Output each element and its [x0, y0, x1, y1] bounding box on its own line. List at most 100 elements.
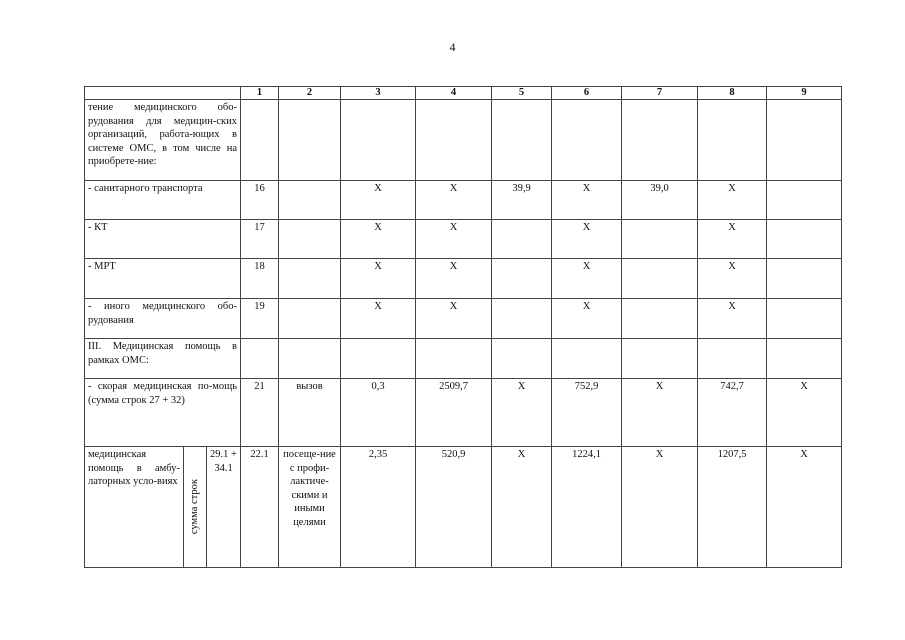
table-cell: 0,3: [340, 378, 416, 447]
table-cell: [697, 99, 767, 181]
table-cell: вызов: [278, 378, 341, 447]
table-cell: [340, 99, 416, 181]
table-cell: [491, 338, 552, 379]
row-label: - иного медицинского обо-рудования: [84, 298, 241, 339]
row-label: - санитарного транспорта: [84, 180, 241, 220]
table-cell: 17: [240, 219, 279, 259]
table-cell: посеще-ние с профи-лактиче-скими и иными…: [278, 446, 341, 568]
table-cell: 21: [240, 378, 279, 447]
table-cell: 1224,1: [551, 446, 622, 568]
table-cell: X: [551, 180, 622, 220]
row-label: - МРТ: [84, 258, 241, 299]
sum-rows: 29.1 + 34.1: [210, 449, 237, 474]
table-cell: [621, 258, 698, 299]
column-header: 6: [551, 86, 622, 100]
table-cell: X: [697, 258, 767, 299]
table-cell: X: [415, 258, 492, 299]
table-cell: 39,9: [491, 180, 552, 220]
table-cell: [766, 338, 842, 379]
table-cell: X: [621, 378, 698, 447]
column-header: 1: [240, 86, 279, 100]
table-cell: [621, 99, 698, 181]
rotated-label: сумма строк: [189, 479, 201, 535]
table-row: - скорая медицинская по-мощь (сумма стро…: [84, 378, 842, 447]
table-row: - иного медицинского обо-рудования 19 X X X X: [84, 298, 842, 339]
table-cell: [766, 99, 842, 181]
table-row: III. Медицинская помощь в рамках ОМС:: [84, 338, 842, 379]
rotated-label-cell: сумма строк: [184, 447, 207, 567]
row-label-group: медицинская помощь в амбу-латорных усло-…: [84, 446, 241, 568]
table-cell: 22.1: [240, 446, 279, 568]
table-cell: X: [697, 298, 767, 339]
column-header: 5: [491, 86, 552, 100]
table-cell: X: [340, 219, 416, 259]
table-cell: 2,35: [340, 446, 416, 568]
column-header: 7: [621, 86, 698, 100]
table-cell: X: [766, 378, 842, 447]
table-cell: [621, 298, 698, 339]
table-cell: [278, 180, 341, 220]
page-number: 4: [449, 40, 456, 54]
table-cell: 520,9: [415, 446, 492, 568]
table-row: медицинская помощь в амбу-латорных усло-…: [84, 446, 842, 568]
table-cell: [415, 99, 492, 181]
table-cell: [278, 298, 341, 339]
table-row: - МРТ 18 X X X X: [84, 258, 842, 299]
table-cell: X: [697, 180, 767, 220]
table-cell: 2509,7: [415, 378, 492, 447]
column-header: 3: [340, 86, 416, 100]
table-cell: X: [340, 298, 416, 339]
table-cell: X: [551, 298, 622, 339]
table-cell: [766, 219, 842, 259]
table-cell: [621, 338, 698, 379]
table-cell: [551, 338, 622, 379]
table-row: - санитарного транспорта 16 X X 39,9 X 39,0 X: [84, 180, 842, 220]
row-label: - КТ: [84, 219, 241, 259]
table-cell: [278, 338, 341, 379]
row-label: - скорая медицинская по-мощь (сумма стро…: [84, 378, 241, 447]
table-cell: 16: [240, 180, 279, 220]
table-cell: [766, 298, 842, 339]
table-cell: 18: [240, 258, 279, 299]
table-cell: [491, 219, 552, 259]
table-cell: [415, 338, 492, 379]
row-label: тение медицинского обо-рудования для мед…: [84, 99, 241, 181]
table-row: тение медицинского обо-рудования для мед…: [84, 99, 842, 181]
column-header: [84, 86, 241, 100]
table-cell: [278, 99, 341, 181]
table-cell: X: [621, 446, 698, 568]
table-cell: X: [551, 219, 622, 259]
table-cell: X: [415, 298, 492, 339]
table-cell: X: [551, 258, 622, 299]
table-cell: [621, 219, 698, 259]
table-cell: [551, 99, 622, 181]
table-cell: X: [766, 446, 842, 568]
table-cell: [340, 338, 416, 379]
table-cell: [491, 99, 552, 181]
table-cell: X: [340, 258, 416, 299]
table-cell: X: [491, 378, 552, 447]
table-row: - КТ 17 X X X X: [84, 219, 842, 259]
row-label: медицинская помощь в амбу-латорных усло-…: [85, 447, 184, 567]
column-header: 8: [697, 86, 767, 100]
table-cell: X: [415, 219, 492, 259]
table-cell: 742,7: [697, 378, 767, 447]
table-cell: [491, 298, 552, 339]
table-cell: [278, 258, 341, 299]
table-cell: [278, 219, 341, 259]
table-cell: [697, 338, 767, 379]
table-cell: 39,0: [621, 180, 698, 220]
table-cell: X: [340, 180, 416, 220]
table-cell: [240, 338, 279, 379]
table-cell: [766, 180, 842, 220]
table-cell: 19: [240, 298, 279, 339]
column-header: 9: [766, 86, 842, 100]
table-cell: 1207,5: [697, 446, 767, 568]
row-label: III. Медицинская помощь в рамках ОМС:: [84, 338, 241, 379]
table-cell: X: [491, 446, 552, 568]
table-cell: [240, 99, 279, 181]
column-header: 2: [278, 86, 341, 100]
column-header: 4: [415, 86, 492, 100]
